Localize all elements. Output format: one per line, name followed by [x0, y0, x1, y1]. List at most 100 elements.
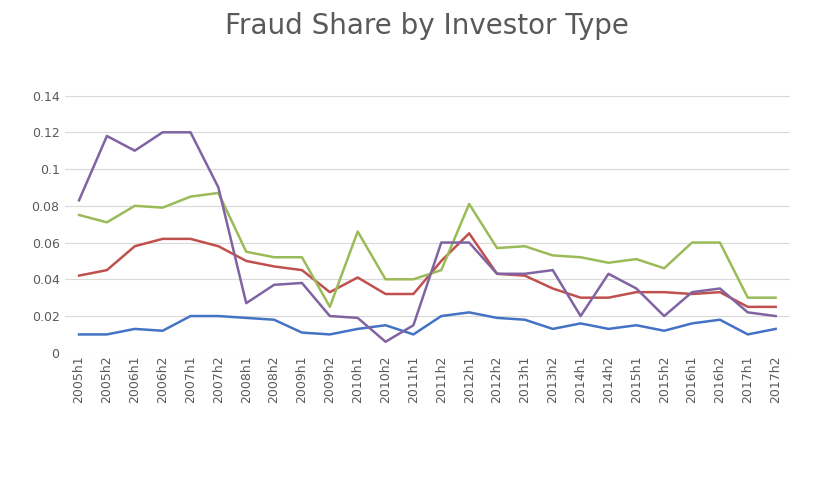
Portfolio [632, 256, 641, 262]
GSE [520, 272, 530, 278]
FHA [715, 317, 724, 323]
Private Securitized [381, 339, 391, 345]
Line: Private Securitized: Private Securitized [79, 132, 776, 342]
Private Securitized [158, 129, 168, 135]
FHA [297, 330, 307, 336]
GSE [241, 258, 251, 264]
GSE [269, 264, 279, 270]
Private Securitized [548, 267, 558, 273]
Private Securitized [659, 313, 669, 319]
Portfolio [520, 244, 530, 249]
FHA [158, 328, 168, 334]
GSE [102, 267, 112, 273]
GSE [436, 258, 446, 264]
Portfolio [743, 295, 753, 301]
FHA [241, 315, 251, 321]
Portfolio [409, 276, 418, 282]
Portfolio [102, 220, 112, 225]
FHA [464, 310, 474, 316]
FHA [492, 315, 502, 321]
GSE [575, 295, 585, 301]
FHA [102, 331, 112, 337]
FHA [352, 326, 362, 332]
FHA [520, 317, 530, 323]
GSE [158, 236, 168, 242]
Portfolio [659, 266, 669, 271]
Private Securitized [186, 129, 195, 135]
GSE [325, 289, 335, 295]
Private Securitized [687, 289, 697, 295]
GSE [604, 295, 614, 301]
FHA [213, 313, 223, 319]
Private Securitized [575, 313, 585, 319]
FHA [548, 326, 558, 332]
Portfolio [325, 304, 335, 310]
Private Securitized [743, 310, 753, 316]
Portfolio [158, 205, 168, 211]
Portfolio [130, 203, 140, 209]
FHA [130, 326, 140, 332]
Portfolio [352, 228, 362, 235]
Portfolio [186, 194, 195, 199]
GSE [464, 230, 474, 236]
Line: FHA: FHA [79, 313, 776, 334]
GSE [297, 267, 307, 273]
Portfolio [213, 190, 223, 196]
GSE [213, 244, 223, 249]
Title: Fraud Share by Investor Type: Fraud Share by Investor Type [225, 12, 629, 40]
GSE [687, 291, 697, 297]
Portfolio [548, 252, 558, 258]
Portfolio [74, 212, 84, 218]
FHA [632, 322, 641, 328]
FHA [436, 313, 446, 319]
Private Securitized [715, 286, 724, 292]
FHA [269, 317, 279, 323]
Portfolio [436, 267, 446, 273]
Portfolio [297, 254, 307, 260]
Private Securitized [771, 313, 781, 319]
GSE [492, 271, 502, 277]
Portfolio [687, 240, 697, 245]
GSE [409, 291, 418, 297]
Private Securitized [74, 197, 84, 203]
FHA [409, 331, 418, 337]
Portfolio [715, 240, 724, 245]
FHA [381, 322, 391, 328]
FHA [186, 313, 195, 319]
Private Securitized [409, 322, 418, 328]
FHA [604, 326, 614, 332]
FHA [74, 331, 84, 337]
FHA [743, 331, 753, 337]
Line: Portfolio: Portfolio [79, 193, 776, 307]
GSE [743, 304, 753, 310]
Private Securitized [269, 282, 279, 288]
GSE [381, 291, 391, 297]
GSE [352, 274, 362, 280]
Portfolio [464, 201, 474, 207]
Portfolio [381, 276, 391, 282]
Private Securitized [241, 300, 251, 306]
Private Securitized [213, 184, 223, 190]
Private Securitized [604, 271, 614, 277]
Portfolio [575, 254, 585, 260]
GSE [715, 289, 724, 295]
Private Securitized [464, 240, 474, 245]
FHA [575, 320, 585, 326]
GSE [186, 236, 195, 242]
Private Securitized [520, 271, 530, 277]
Private Securitized [436, 240, 446, 245]
Portfolio [492, 245, 502, 251]
GSE [659, 289, 669, 295]
Private Securitized [492, 271, 502, 277]
Private Securitized [325, 313, 335, 319]
Private Securitized [130, 148, 140, 154]
Private Securitized [632, 286, 641, 292]
Private Securitized [102, 133, 112, 139]
Portfolio [269, 254, 279, 260]
GSE [632, 289, 641, 295]
Portfolio [771, 295, 781, 301]
Line: GSE: GSE [79, 233, 776, 307]
FHA [659, 328, 669, 334]
GSE [130, 244, 140, 249]
Portfolio [604, 260, 614, 266]
